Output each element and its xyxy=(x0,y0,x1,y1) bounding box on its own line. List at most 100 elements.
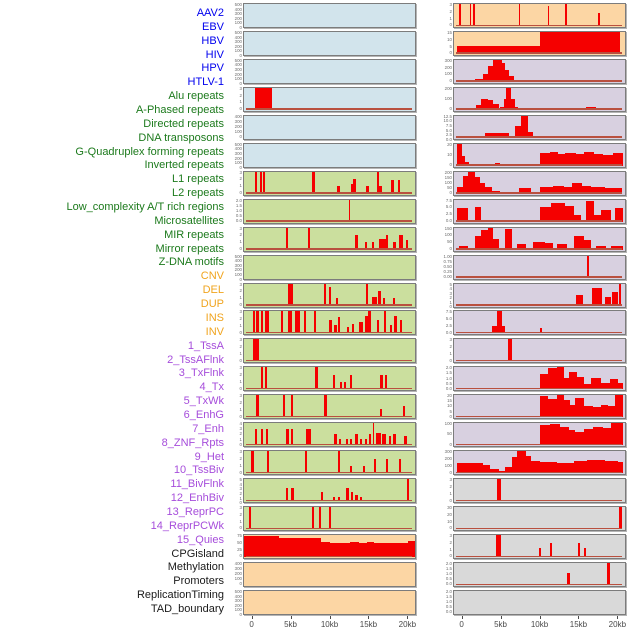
bar xyxy=(484,187,492,194)
bar xyxy=(353,179,356,194)
bar xyxy=(601,209,612,222)
bar xyxy=(488,99,494,110)
track-panel xyxy=(243,478,416,504)
y-tick-label: 0 xyxy=(449,304,452,310)
bar xyxy=(380,374,383,390)
track-label: HIV xyxy=(205,48,224,61)
bar xyxy=(351,492,354,502)
bar xyxy=(376,171,379,194)
y-axis-ticks: 400 300 200 100 0 xyxy=(226,114,242,140)
baseline xyxy=(455,220,622,222)
y-tick-label: 100 xyxy=(234,607,242,613)
bar xyxy=(571,182,583,194)
bar xyxy=(595,246,607,250)
y-tick-label: 100 xyxy=(234,48,242,54)
y-tick-label: 2 xyxy=(449,295,452,301)
bar xyxy=(346,487,349,502)
bar xyxy=(544,243,554,250)
y-tick-label: 300 xyxy=(234,598,242,604)
bar xyxy=(399,235,403,250)
bar xyxy=(369,434,372,446)
track-panel xyxy=(453,114,626,140)
track-label: DUP xyxy=(200,298,224,311)
bar xyxy=(563,378,569,390)
y-tick-label: 200 xyxy=(444,169,452,175)
y-tick-label: 2 xyxy=(239,288,242,294)
y-tick-label: 500 xyxy=(234,57,242,63)
track-label: CPGisland xyxy=(171,547,224,560)
bar xyxy=(248,507,251,530)
bar xyxy=(406,479,409,502)
y-tick-label: 3 xyxy=(449,477,452,483)
bar xyxy=(363,465,366,474)
track-panel xyxy=(243,506,416,532)
y-tick-label: 1 xyxy=(239,99,242,105)
track-label: HBV xyxy=(201,34,224,47)
bar xyxy=(568,429,576,446)
baseline xyxy=(245,220,412,222)
y-tick-label: 2 xyxy=(239,490,242,496)
bar xyxy=(518,4,521,26)
bar xyxy=(582,185,591,194)
bar xyxy=(461,155,466,166)
y-tick-label: 1.5 xyxy=(445,594,452,600)
x-axis-tick xyxy=(290,615,292,619)
track-panel xyxy=(243,562,416,587)
track-panel xyxy=(453,254,626,280)
y-tick-label: 400 xyxy=(234,62,242,68)
bar xyxy=(530,461,540,474)
bar xyxy=(614,208,624,222)
y-tick-label: 0 xyxy=(449,245,452,251)
bar xyxy=(358,542,368,558)
y-axis-ticks: 300 200 100 0 xyxy=(436,58,452,84)
bar xyxy=(585,200,595,222)
bar xyxy=(568,371,578,390)
y-tick-label: 10 xyxy=(447,36,452,42)
y-tick-label: 0 xyxy=(239,52,242,58)
y-axis-ticks: 12.5 10.0 7.5 5.0 2.5 0.0 xyxy=(436,114,452,141)
baseline xyxy=(455,80,622,82)
y-tick-label: 30 xyxy=(447,505,452,511)
bar xyxy=(394,316,397,334)
bar xyxy=(591,287,603,306)
track-label: L2 repeats xyxy=(172,187,224,200)
y-tick-label: 0 xyxy=(449,190,452,196)
y-tick-label: 0 xyxy=(239,106,242,112)
bar xyxy=(592,407,602,418)
y-tick-label: 500 xyxy=(234,2,242,7)
bar xyxy=(514,106,519,110)
track-panel xyxy=(453,30,626,56)
bar xyxy=(459,246,468,250)
track-panel xyxy=(243,254,416,280)
bar xyxy=(382,298,385,306)
bar xyxy=(495,535,502,558)
y-axis-ticks: 150 100 50 0 xyxy=(436,226,452,252)
bar xyxy=(576,294,584,306)
y-tick-label: 0.0 xyxy=(235,218,242,224)
bar xyxy=(350,374,353,390)
bar xyxy=(573,236,585,250)
bar xyxy=(565,152,576,166)
track-label: TAD_boundary xyxy=(150,602,224,615)
y-tick-label: 0.0 xyxy=(445,581,452,587)
baseline xyxy=(455,136,622,138)
bar xyxy=(493,238,499,250)
bar xyxy=(551,202,566,222)
x-axis-tick xyxy=(461,615,463,619)
bar xyxy=(320,541,331,558)
y-tick-label: 0.5 xyxy=(445,380,452,386)
bar xyxy=(397,180,401,194)
baseline xyxy=(455,555,622,558)
x-axis-tick-label: 10kb xyxy=(530,619,549,629)
bar xyxy=(539,187,554,194)
y-tick-label: 3 xyxy=(449,533,452,539)
y-tick-label: 0 xyxy=(239,276,242,282)
y-tick-label: 4 xyxy=(449,286,452,292)
y-tick-label: 0 xyxy=(239,385,242,391)
bar xyxy=(288,283,293,306)
bar xyxy=(391,180,394,194)
